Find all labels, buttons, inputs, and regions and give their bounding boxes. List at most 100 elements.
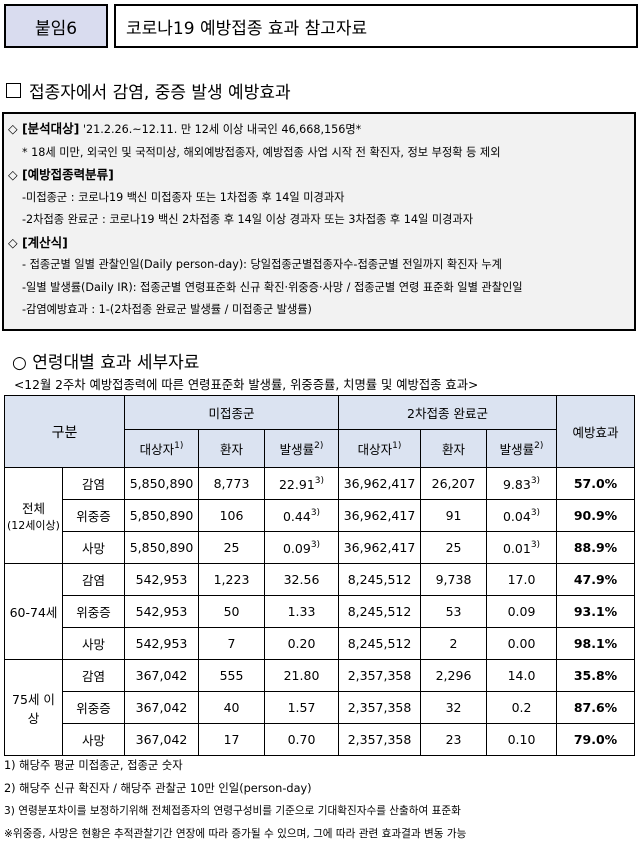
unvax-target: 542,953 — [124, 627, 200, 660]
table-row: 위중증 367,042 40 1.57 2,357,358 32 0.2 87.… — [5, 691, 636, 724]
unvax-patient: 50 — [198, 595, 266, 628]
unvax-target: 367,042 — [124, 659, 200, 692]
group-label: 60-74세 — [4, 563, 63, 660]
row-category: 위중증 — [61, 499, 126, 532]
calc-line-1: - 접종군별 일별 관찰인일(Daily person-day): 당일접종군별… — [22, 258, 502, 271]
header-effect: 예방효과 — [556, 395, 636, 468]
target-note: * 18세 미만, 외국인 및 국적미상, 해외예방접종자, 예방접종 사업 시… — [22, 145, 501, 159]
footnote-2: 2) 해당주 신규 확진자 / 해당주 관찰군 10만 인일(person-da… — [4, 782, 312, 795]
target-text: '21.2.26.~12.11. 만 12세 이상 내국인 46,668,156… — [82, 123, 362, 136]
vax-patient: 23 — [420, 723, 488, 756]
effect-value: 90.9% — [556, 499, 636, 532]
vax-target: 36,962,417 — [338, 499, 422, 532]
effect-value: 79.0% — [556, 723, 636, 756]
vax-patient: 91 — [420, 499, 488, 532]
page-title: 코로나19 예방접종 효과 참고자료 — [114, 4, 638, 48]
vax-target: 36,962,417 — [338, 531, 422, 564]
header-vax-patient: 환자 — [420, 429, 488, 468]
header-unvax-target: 대상자1) — [124, 429, 200, 468]
header-vax2: 2차접종 완료군 — [338, 395, 558, 430]
class-line-1: -미접종군 : 코로나19 백신 미접종자 또는 1차접종 후 14일 미경과자 — [22, 190, 345, 204]
table-row: 위중증 5,850,890 106 0.443) 36,962,417 91 0… — [5, 499, 636, 532]
target-header: ◇ [분석대상] — [8, 121, 80, 136]
row-category: 위중증 — [61, 691, 126, 724]
vax-rate: 0.00 — [486, 627, 558, 660]
table-row: 사망 542,953 7 0.20 8,245,512 2 0.00 98.1% — [5, 627, 636, 660]
unvax-patient: 25 — [198, 531, 266, 564]
section1-heading: 접종자에서 감염, 중증 발생 예방효과 — [6, 78, 291, 103]
section2-title: ○ 연령대별 효과 세부자료 — [12, 353, 200, 373]
row-category: 사망 — [61, 531, 126, 564]
unvax-patient: 555 — [198, 659, 266, 692]
header-vax-rate: 발생률2) — [486, 429, 558, 468]
effect-value: 47.9% — [556, 563, 636, 596]
unvax-patient: 106 — [198, 499, 266, 532]
header-unvax-patient: 환자 — [198, 429, 266, 468]
unvax-rate: 32.56 — [264, 563, 340, 596]
vax-patient: 9,738 — [420, 563, 488, 596]
effect-value: 88.9% — [556, 531, 636, 564]
header-group: 구분 — [3, 395, 126, 468]
vax-target: 2,357,358 — [338, 723, 422, 756]
analysis-box: ◇ [분석대상] '21.2.26.~12.11. 만 12세 이상 내국인 4… — [2, 112, 636, 331]
unvax-target: 367,042 — [124, 691, 200, 724]
vax-patient: 2 — [420, 627, 488, 660]
unvax-patient: 40 — [198, 691, 266, 724]
calc-line-3: -감염예방효과 : 1-(2차접종 완료군 발생률 / 미접종군 발생률) — [22, 303, 312, 316]
effect-value: 35.8% — [556, 659, 636, 692]
footnote-3: 3) 연령분포차이를 보정하기위해 전체접종자의 연령구성비를 기준으로 기대확… — [4, 805, 461, 817]
vax-patient: 53 — [420, 595, 488, 628]
vax-patient: 25 — [420, 531, 488, 564]
unvax-rate: 22.913) — [264, 467, 340, 500]
unvax-rate: 0.443) — [264, 499, 340, 532]
unvax-target: 542,953 — [124, 563, 200, 596]
unvax-rate: 21.80 — [264, 659, 340, 692]
vax-rate: 17.0 — [486, 563, 558, 596]
section1-title: 접종자에서 감염, 중증 발생 예방효과 — [29, 83, 291, 103]
row-category: 위중증 — [61, 595, 126, 628]
vax-patient: 26,207 — [420, 467, 488, 500]
effect-table: 구분 미접종군 2차접종 완료군 예방효과 대상자1) 환자 발생률2) 대상자… — [3, 395, 636, 756]
header: 붙임6 코로나19 예방접종 효과 참고자료 — [4, 4, 638, 48]
table-row: 60-74세 감염 542,953 1,223 32.56 8,245,512 … — [4, 563, 636, 660]
footnote-1: 1) 해당주 평균 미접종군, 접종군 숫자 — [4, 759, 183, 772]
vax-rate: 0.10 — [486, 723, 558, 756]
effect-value: 98.1% — [556, 627, 636, 660]
table-row: 사망 367,042 17 0.70 2,357,358 23 0.10 79.… — [5, 723, 636, 756]
row-category: 감염 — [61, 467, 126, 500]
checkbox-square-icon — [6, 83, 21, 98]
unvax-target: 542,953 — [124, 595, 200, 628]
unvax-target: 367,042 — [124, 723, 200, 756]
vax-target: 2,357,358 — [338, 691, 422, 724]
table-row: 전체 (12세이상) 감염 5,850,890 8,773 22.913) 36… — [4, 467, 636, 564]
unvax-target: 5,850,890 — [124, 467, 200, 500]
unvax-rate: 1.33 — [264, 595, 340, 628]
vax-rate: 0.043) — [486, 499, 558, 532]
calc-line-2: -일별 발생률(Daily IR): 접종군별 연령표준화 신규 확진·위중증·… — [22, 280, 523, 294]
vax-rate: 14.0 — [486, 659, 558, 692]
unvax-target: 5,850,890 — [124, 499, 200, 532]
header-vax-target: 대상자1) — [338, 429, 422, 468]
vax-rate: 0.09 — [486, 595, 558, 628]
vax-target: 2,357,358 — [338, 659, 422, 692]
section2-subtitle: <12월 2주차 예방접종력에 따른 연령표준화 발생률, 위중증률, 치명률 … — [14, 378, 479, 392]
row-category: 사망 — [61, 627, 126, 660]
effect-value: 57.0% — [556, 467, 636, 500]
attachment-tag: 붙임6 — [4, 4, 108, 48]
unvax-rate: 0.70 — [264, 723, 340, 756]
vax-patient: 2,296 — [420, 659, 488, 692]
row-category: 사망 — [61, 723, 126, 756]
unvax-rate: 0.20 — [264, 627, 340, 660]
vax-target: 8,245,512 — [338, 563, 422, 596]
header-unvax: 미접종군 — [124, 395, 340, 430]
class-header: ◇ [예방접종력분류] — [8, 167, 114, 182]
unvax-patient: 7 — [198, 627, 266, 660]
vax-patient: 32 — [420, 691, 488, 724]
unvax-patient: 1,223 — [198, 563, 266, 596]
class-line-2: -2차접종 완료군 : 코로나19 백신 2차접종 후 14일 이상 경과자 또… — [22, 213, 474, 226]
effect-value: 93.1% — [556, 595, 636, 628]
table-row: 75세 이 상 감염 367,042 555 21.80 2,357,358 2… — [4, 659, 636, 756]
vax-rate: 9.833) — [486, 467, 558, 500]
row-category: 감염 — [61, 659, 126, 692]
unvax-target: 5,850,890 — [124, 531, 200, 564]
